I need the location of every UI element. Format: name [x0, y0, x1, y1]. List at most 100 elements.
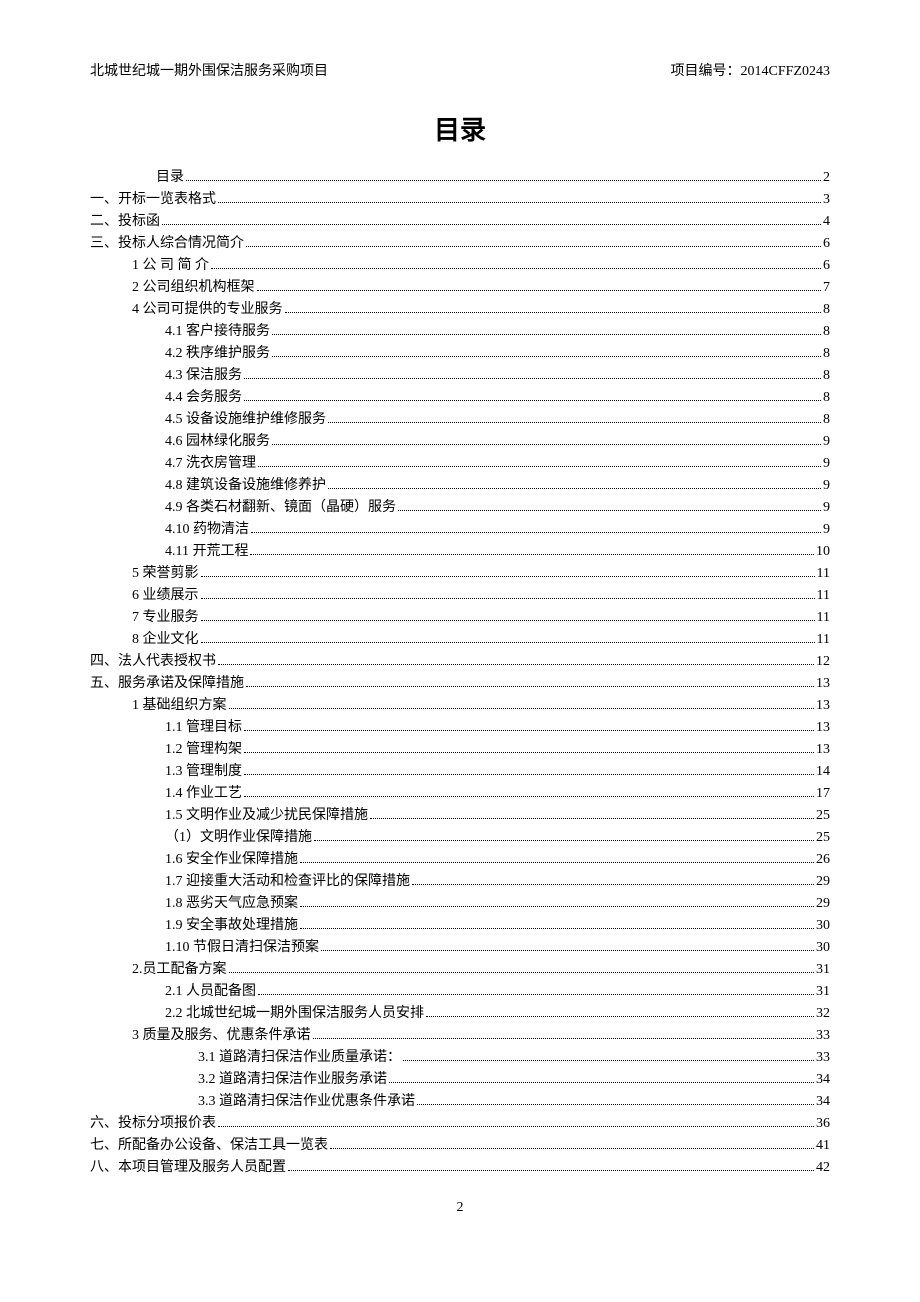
- toc-page: 10: [816, 541, 830, 562]
- toc-dots: [288, 1170, 814, 1171]
- toc-page: 8: [823, 365, 830, 386]
- toc-page: 11: [817, 563, 830, 584]
- toc-label: 1.3 管理制度: [165, 761, 242, 782]
- page-number: 2: [0, 1200, 920, 1216]
- toc-label: 1.8 恶劣天气应急预案: [165, 893, 298, 914]
- toc-label: 一、开标一览表格式: [90, 189, 216, 210]
- toc-page: 6: [823, 255, 830, 276]
- toc-dots: [244, 752, 814, 753]
- toc-label: 4.2 秩序维护服务: [165, 343, 270, 364]
- toc-dots: [426, 1016, 814, 1017]
- toc-dots: [389, 1082, 814, 1083]
- toc-label: 3 质量及服务、优惠条件承诺: [132, 1025, 311, 1046]
- toc-row: 三、投标人综合情况简介6: [90, 233, 830, 254]
- page-title: 目录: [90, 110, 830, 147]
- toc-row: 4.11 开荒工程10: [90, 541, 830, 562]
- toc-page: 42: [816, 1157, 830, 1178]
- toc-label: 1.1 管理目标: [165, 717, 242, 738]
- toc-label: 1.9 安全事故处理措施: [165, 915, 298, 936]
- toc-dots: [417, 1104, 814, 1105]
- toc-row: 六、投标分项报价表36: [90, 1113, 830, 1134]
- toc-label: 6 业绩展示: [132, 585, 199, 606]
- toc-label: 3.3 道路清扫保洁作业优惠条件承诺: [198, 1091, 415, 1112]
- toc-page: 3: [823, 189, 830, 210]
- toc-dots: [321, 950, 814, 951]
- toc-label: 2.2 北城世纪城一期外围保洁服务人员安排: [165, 1003, 424, 1024]
- toc-row: 3.1 道路清扫保洁作业质量承诺：33: [90, 1047, 830, 1068]
- toc-page: 13: [816, 695, 830, 716]
- toc-label: 4.9 各类石材翻新、镜面（晶硬）服务: [165, 497, 396, 518]
- toc-row: 二、投标函4: [90, 211, 830, 232]
- toc-row: 4.2 秩序维护服务 8: [90, 343, 830, 364]
- toc-label: 1.4 作业工艺: [165, 783, 242, 804]
- toc-label: 八、本项目管理及服务人员配置: [90, 1157, 286, 1178]
- toc-label: （1）文明作业保障措施: [165, 827, 312, 848]
- toc-label: 4.7 洗衣房管理: [165, 453, 256, 474]
- toc-page: 8: [823, 409, 830, 430]
- toc-dots: [258, 466, 821, 467]
- toc-page: 9: [823, 497, 830, 518]
- toc-dots: [229, 972, 815, 973]
- toc-label: 4.5 设备设施维护维修服务: [165, 409, 326, 430]
- toc-dots: [314, 840, 814, 841]
- toc-label: 4.10 药物清洁: [165, 519, 249, 540]
- toc-page: 31: [816, 959, 830, 980]
- toc-row: 八、本项目管理及服务人员配置 42: [90, 1157, 830, 1178]
- toc-row: 一、开标一览表格式 3: [90, 189, 830, 210]
- toc-label: 4.3 保洁服务: [165, 365, 242, 386]
- toc-row: 2.2 北城世纪城一期外围保洁服务人员安排 32: [90, 1003, 830, 1024]
- toc-page: 8: [823, 387, 830, 408]
- toc-row: 6 业绩展示 11: [90, 585, 830, 606]
- toc-dots: [244, 730, 814, 731]
- toc-row: 4 公司可提供的专业服务8: [90, 299, 830, 320]
- toc-page: 13: [816, 717, 830, 738]
- toc-dots: [412, 884, 814, 885]
- toc-row: 五、服务承诺及保障措施13: [90, 673, 830, 694]
- toc-page: 4: [823, 211, 830, 232]
- toc-dots: [313, 1038, 815, 1039]
- toc-dots: [272, 444, 821, 445]
- table-of-contents: 目录2一、开标一览表格式3二、投标函4三、投标人综合情况简介61 公 司 简 介…: [90, 167, 830, 1178]
- toc-dots: [244, 400, 821, 401]
- header-project-number: 项目编号：2014CFFZ0243: [671, 60, 830, 80]
- toc-page: 8: [823, 343, 830, 364]
- toc-row: 4.4 会务服务8: [90, 387, 830, 408]
- toc-row: 4.3 保洁服务 8: [90, 365, 830, 386]
- toc-page: 32: [816, 1003, 830, 1024]
- toc-page: 11: [817, 585, 830, 606]
- toc-label: 五、服务承诺及保障措施: [90, 673, 244, 694]
- toc-label: 1.2 管理构架: [165, 739, 242, 760]
- toc-row: 1.3 管理制度 14: [90, 761, 830, 782]
- toc-page: 33: [816, 1025, 830, 1046]
- toc-label: 1.7 迎接重大活动和检查评比的保障措施: [165, 871, 410, 892]
- toc-label: 四、法人代表授权书: [90, 651, 216, 672]
- toc-dots: [403, 1060, 814, 1061]
- toc-label: 2 公司组织机构框架: [132, 277, 255, 298]
- toc-row: 1.5 文明作业及减少扰民保障措施25: [90, 805, 830, 826]
- toc-label: 5 荣誉剪影: [132, 563, 199, 584]
- toc-row: 3.3 道路清扫保洁作业优惠条件承诺34: [90, 1091, 830, 1112]
- toc-dots: [246, 246, 821, 247]
- toc-label: 2.1 人员配备图: [165, 981, 256, 1002]
- toc-row: 4.5 设备设施维护维修服务 8: [90, 409, 830, 430]
- toc-row: 4.6 园林绿化服务9: [90, 431, 830, 452]
- toc-dots: [244, 796, 814, 797]
- toc-page: 11: [817, 629, 830, 650]
- toc-page: 7: [823, 277, 830, 298]
- toc-label: 七、所配备办公设备、保洁工具一览表: [90, 1135, 328, 1156]
- toc-dots: [251, 532, 821, 533]
- toc-dots: [162, 224, 821, 225]
- toc-dots: [246, 686, 814, 687]
- toc-label: 4.8 建筑设备设施维修养护: [165, 475, 326, 496]
- toc-dots: [211, 268, 821, 269]
- toc-label: 1 基础组织方案: [132, 695, 227, 716]
- toc-row: 1.8 恶劣天气应急预案29: [90, 893, 830, 914]
- toc-page: 2: [823, 167, 830, 188]
- toc-dots: [285, 312, 822, 313]
- toc-row: 8 企业文化11: [90, 629, 830, 650]
- toc-page: 14: [816, 761, 830, 782]
- toc-page: 6: [823, 233, 830, 254]
- toc-page: 36: [816, 1113, 830, 1134]
- toc-dots: [300, 906, 814, 907]
- toc-dots: [244, 378, 821, 379]
